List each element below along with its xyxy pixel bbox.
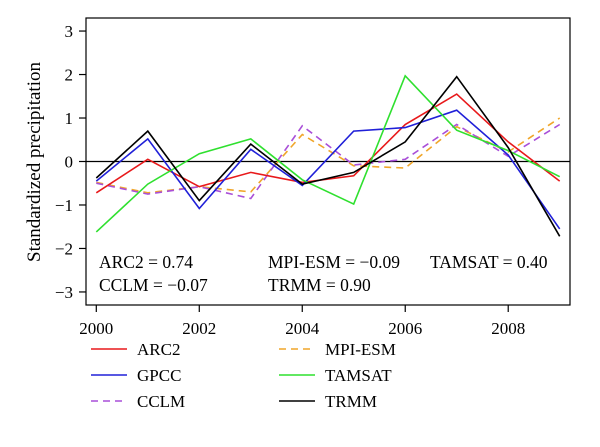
legend-item-gpcc: GPCC	[91, 366, 181, 385]
legend-item-mpi-esm: MPI-ESM	[279, 340, 396, 359]
series-line-trmm	[95, 75, 561, 237]
x-tick-label: 2000	[79, 319, 113, 338]
legend-label: ARC2	[137, 340, 180, 359]
legend-label: TAMSAT	[325, 366, 392, 385]
y-tick-label: −1	[55, 196, 73, 215]
x-tick-label: 2008	[491, 319, 525, 338]
x-tick-label: 2002	[182, 319, 216, 338]
legend-item-cclm: CCLM	[91, 392, 185, 411]
x-tick-label: 2006	[388, 319, 422, 338]
y-tick-label: 1	[65, 109, 74, 128]
series-line-gpcc	[95, 109, 561, 230]
legend-item-tamsat: TAMSAT	[279, 366, 392, 385]
x-tick-label: 2004	[285, 319, 320, 338]
legend-label: TRMM	[325, 392, 377, 411]
correlation-annotation: CCLM = −0.07	[99, 275, 208, 295]
legend-item-arc2: ARC2	[91, 340, 180, 359]
legend-label: GPCC	[137, 366, 181, 385]
y-tick-label: −2	[55, 239, 73, 258]
legend-item-trmm: TRMM	[279, 392, 377, 411]
legend-label: MPI-ESM	[325, 340, 396, 359]
y-tick-label: 3	[65, 22, 74, 41]
y-axis-title: Standardized precipitation	[24, 62, 45, 262]
series-line-tamsat	[95, 74, 561, 233]
correlation-annotation: MPI-ESM = −0.09	[268, 252, 400, 272]
series-line-cclm	[96, 123, 561, 200]
correlation-annotation: TAMSAT = 0.40	[430, 252, 548, 272]
y-tick-label: 2	[65, 66, 74, 85]
y-tick-label: −3	[55, 283, 73, 302]
y-tick-label: 0	[65, 153, 74, 172]
correlation-annotation: TRMM = 0.90	[268, 275, 371, 295]
legend-label: CCLM	[137, 392, 185, 411]
correlation-annotation: ARC2 = 0.74	[99, 252, 193, 272]
